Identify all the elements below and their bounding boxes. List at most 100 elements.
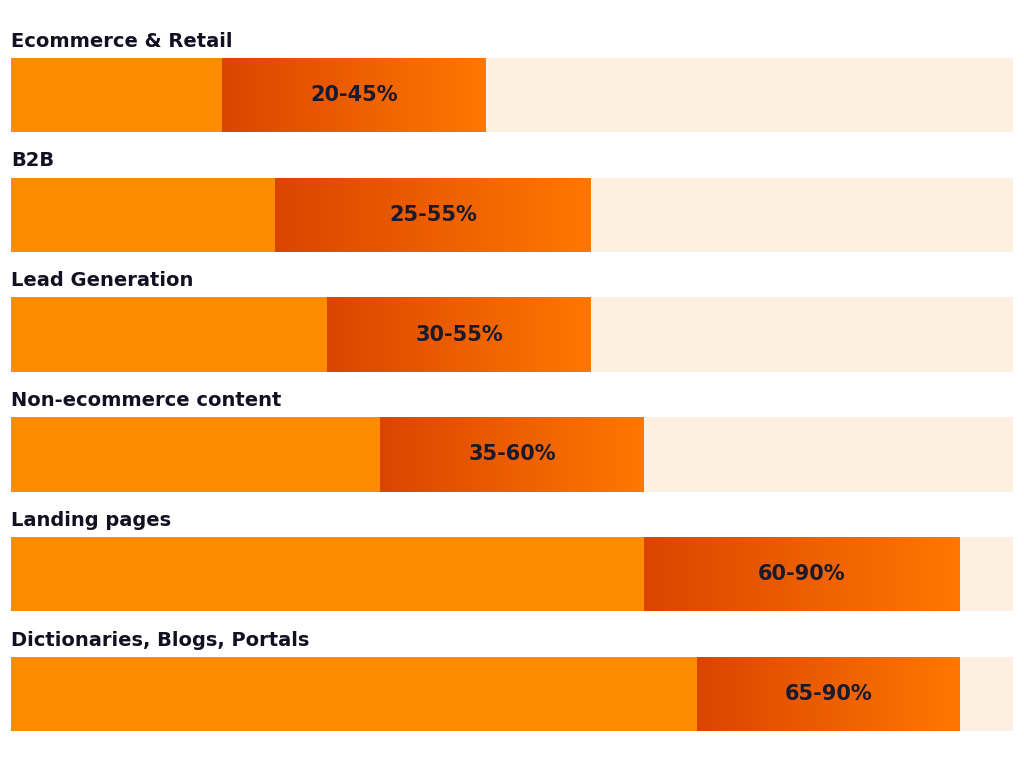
- Bar: [780, 657, 781, 731]
- Bar: [441, 178, 443, 252]
- Bar: [305, 178, 306, 252]
- Bar: [915, 657, 916, 731]
- Bar: [323, 178, 325, 252]
- Bar: [222, 57, 223, 132]
- Bar: [490, 178, 493, 252]
- Bar: [300, 57, 302, 132]
- Bar: [935, 537, 936, 611]
- Bar: [469, 417, 470, 492]
- Bar: [612, 417, 613, 492]
- Bar: [585, 298, 586, 371]
- Bar: [369, 178, 371, 252]
- Bar: [558, 417, 559, 492]
- Bar: [11, 657, 696, 731]
- Bar: [369, 57, 371, 132]
- Bar: [377, 298, 378, 371]
- Bar: [443, 57, 444, 132]
- Bar: [726, 537, 728, 611]
- Bar: [538, 417, 540, 492]
- Bar: [810, 657, 812, 731]
- Bar: [507, 178, 509, 252]
- Bar: [477, 298, 478, 371]
- Bar: [330, 298, 332, 371]
- Bar: [459, 57, 461, 132]
- Bar: [911, 657, 912, 731]
- Bar: [916, 657, 918, 731]
- Bar: [458, 57, 459, 132]
- Bar: [641, 417, 643, 492]
- Bar: [706, 657, 708, 731]
- Bar: [918, 537, 919, 611]
- Bar: [728, 657, 730, 731]
- Bar: [510, 178, 512, 252]
- Bar: [505, 298, 507, 371]
- Bar: [858, 537, 860, 611]
- Bar: [920, 657, 921, 731]
- Bar: [403, 178, 406, 252]
- Bar: [344, 57, 345, 132]
- Bar: [614, 417, 616, 492]
- Bar: [733, 657, 735, 731]
- Bar: [434, 57, 435, 132]
- Bar: [319, 178, 321, 252]
- Bar: [705, 657, 706, 731]
- Bar: [852, 537, 854, 611]
- Bar: [514, 298, 516, 371]
- Bar: [343, 298, 345, 371]
- Bar: [494, 298, 495, 371]
- Bar: [572, 417, 573, 492]
- Bar: [827, 657, 829, 731]
- Bar: [348, 178, 349, 252]
- Bar: [485, 298, 486, 371]
- Bar: [485, 57, 1013, 132]
- Bar: [957, 537, 958, 611]
- Text: 30-55%: 30-55%: [416, 325, 503, 344]
- Bar: [439, 57, 440, 132]
- Bar: [474, 417, 476, 492]
- Bar: [263, 57, 264, 132]
- Bar: [754, 537, 755, 611]
- Bar: [321, 57, 322, 132]
- Bar: [456, 57, 457, 132]
- Bar: [354, 57, 356, 132]
- Bar: [826, 537, 828, 611]
- Bar: [324, 178, 326, 252]
- Bar: [437, 417, 438, 492]
- Bar: [712, 537, 714, 611]
- Bar: [759, 657, 760, 731]
- Bar: [698, 537, 699, 611]
- Bar: [539, 178, 541, 252]
- Bar: [682, 537, 684, 611]
- Bar: [750, 657, 751, 731]
- Bar: [546, 417, 547, 492]
- Bar: [493, 178, 495, 252]
- Bar: [618, 417, 621, 492]
- Bar: [459, 417, 460, 492]
- Bar: [304, 57, 305, 132]
- Bar: [532, 298, 535, 371]
- Bar: [378, 298, 379, 371]
- Bar: [424, 417, 425, 492]
- Bar: [582, 298, 584, 371]
- Bar: [226, 57, 227, 132]
- Bar: [404, 57, 407, 132]
- Bar: [382, 417, 383, 492]
- Bar: [922, 657, 924, 731]
- Bar: [745, 657, 746, 731]
- Bar: [537, 178, 539, 252]
- Bar: [400, 57, 402, 132]
- Bar: [887, 537, 889, 611]
- Bar: [349, 178, 351, 252]
- Bar: [501, 417, 502, 492]
- Bar: [662, 537, 663, 611]
- Bar: [795, 537, 797, 611]
- Bar: [817, 537, 819, 611]
- Bar: [813, 657, 814, 731]
- Bar: [423, 57, 425, 132]
- Bar: [562, 417, 563, 492]
- Bar: [451, 417, 452, 492]
- Bar: [582, 178, 584, 252]
- Bar: [642, 417, 644, 492]
- Bar: [296, 57, 298, 132]
- Bar: [573, 417, 575, 492]
